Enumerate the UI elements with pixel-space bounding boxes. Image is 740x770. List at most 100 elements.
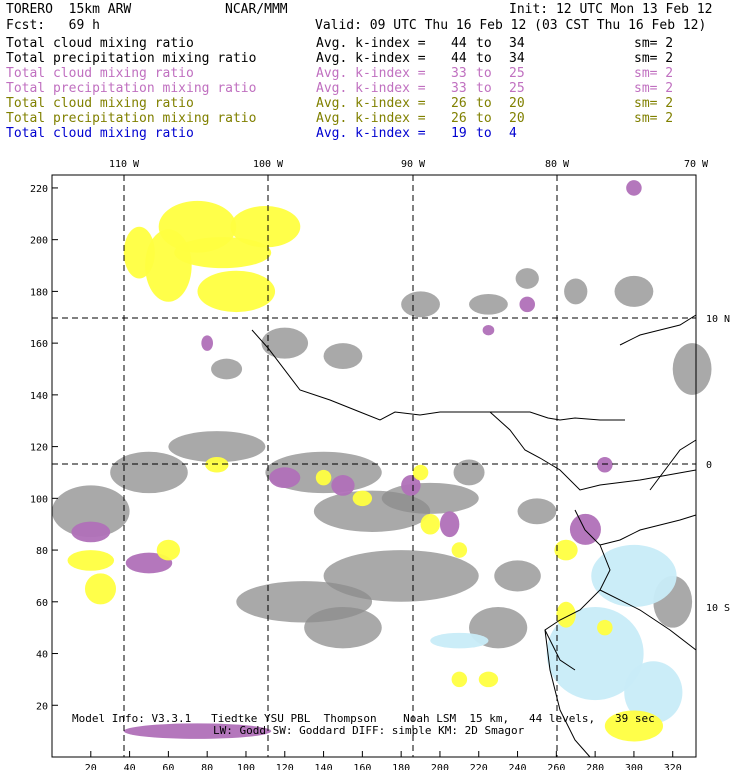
legend-field: Total precipitation mixing ratio bbox=[6, 81, 257, 96]
y-tick-label: 180 bbox=[30, 287, 48, 298]
y-tick-label: 220 bbox=[30, 184, 48, 195]
longitude-label: 100 W bbox=[253, 159, 284, 170]
coastline bbox=[544, 629, 576, 671]
legend-stat: Avg. k-index = bbox=[316, 111, 426, 126]
legend-to: 20 bbox=[509, 96, 525, 111]
y-tick-label: 60 bbox=[36, 598, 48, 609]
latitude-label: 10 S bbox=[706, 603, 730, 614]
legend-field: Total precipitation mixing ratio bbox=[6, 111, 257, 126]
gray-field-area bbox=[515, 268, 539, 289]
yellow-field-area bbox=[597, 619, 613, 636]
yellow-field-area bbox=[556, 601, 576, 628]
gray-field-area bbox=[564, 278, 588, 305]
legend-row: Total cloud mixing ratio Avg. k-index = 33… bbox=[6, 66, 726, 81]
yellow-field-area bbox=[174, 237, 272, 269]
legend-from: 33 bbox=[451, 66, 467, 81]
x-tick-label: 300 bbox=[625, 763, 643, 770]
y-tick-label: 140 bbox=[30, 391, 48, 402]
legend-to: 34 bbox=[509, 36, 525, 51]
legend-from: 26 bbox=[451, 96, 467, 111]
init-time: Init: 12 UTC Mon 13 Feb 12 bbox=[509, 2, 713, 17]
yellow-field-area bbox=[420, 513, 440, 535]
legend-stat: Avg. k-index = bbox=[316, 36, 426, 51]
yellow-field-area bbox=[478, 671, 499, 688]
longitude-labels: 110 W 100 W 90 W 80 W 70 W bbox=[109, 159, 709, 170]
gray-field-area bbox=[494, 560, 541, 592]
gray-field-area bbox=[110, 451, 188, 494]
x-tick-label: 180 bbox=[392, 763, 410, 770]
y-tick-label: 160 bbox=[30, 339, 48, 350]
yellow-field-area bbox=[315, 469, 332, 486]
y-tick-label: 20 bbox=[36, 701, 48, 712]
legend-to-word: to bbox=[476, 81, 492, 96]
gray-field-area bbox=[52, 485, 130, 538]
yellow-field-area bbox=[451, 542, 468, 558]
field-fills bbox=[52, 180, 712, 742]
legend-row: Total cloud mixing ratio Avg. k-index = 19… bbox=[6, 126, 726, 141]
yellow-field-area bbox=[230, 206, 301, 248]
latitude-labels: 10 N 0 10 S bbox=[706, 314, 730, 614]
purple-field-area bbox=[123, 723, 272, 739]
gray-field-area bbox=[211, 358, 243, 380]
valid-time: Valid: 09 UTC Thu 16 Feb 12 (03 CST Thu … bbox=[315, 18, 707, 33]
x-tick-label: 260 bbox=[547, 763, 565, 770]
longitude-label: 70 W bbox=[684, 159, 709, 170]
legend-smoothing: sm= 2 bbox=[634, 81, 674, 96]
x-tick-label: 280 bbox=[586, 763, 604, 770]
gray-field-area bbox=[261, 327, 309, 359]
coastline bbox=[599, 589, 697, 651]
legend-field: Total cloud mixing ratio bbox=[6, 96, 194, 111]
legend-stat: Avg. k-index = bbox=[316, 96, 426, 111]
legend-to: 4 bbox=[509, 126, 517, 141]
yellow-field-area bbox=[451, 671, 468, 688]
forecast-hour: Fcst: 69 h bbox=[6, 18, 100, 33]
y-tick-label: 200 bbox=[30, 236, 48, 247]
gray-field-area bbox=[469, 293, 508, 315]
gray-field-area bbox=[614, 275, 654, 307]
y-axis-ticks: 20 40 60 80 100 120 140 160 180 200 220 bbox=[30, 184, 58, 712]
legend-smoothing: sm= 2 bbox=[634, 66, 674, 81]
x-tick-label: 120 bbox=[276, 763, 294, 770]
legend-to-word: to bbox=[476, 36, 492, 51]
purple-field-area bbox=[201, 335, 213, 351]
x-axis-ticks: 20 40 60 80 100 120 140 160 180 200 220 240 260 280 30… bbox=[85, 751, 682, 770]
purple-field-area bbox=[401, 475, 421, 496]
legend-to-word: to bbox=[476, 126, 492, 141]
x-tick-label: 80 bbox=[201, 763, 213, 770]
legend-to-word: to bbox=[476, 51, 492, 66]
coastline bbox=[544, 509, 611, 758]
legend-smoothing: sm= 2 bbox=[634, 36, 674, 51]
legend-from: 44 bbox=[451, 51, 467, 66]
legend-to: 25 bbox=[509, 81, 525, 96]
x-tick-label: 40 bbox=[124, 763, 136, 770]
x-tick-label: 100 bbox=[237, 763, 255, 770]
gray-field-area bbox=[672, 343, 712, 395]
gray-field-area bbox=[323, 343, 363, 369]
gray-field-area bbox=[304, 606, 382, 649]
y-tick-label: 120 bbox=[30, 443, 48, 454]
legend-field: Total cloud mixing ratio bbox=[6, 126, 194, 141]
legend-row: Total cloud mixing ratio Avg. k-index = 26… bbox=[6, 96, 726, 111]
longitude-label: 110 W bbox=[109, 159, 140, 170]
legend-from: 26 bbox=[451, 111, 467, 126]
yellow-field-area bbox=[412, 464, 429, 481]
purple-field-area bbox=[519, 296, 535, 313]
gray-field-area bbox=[381, 482, 479, 514]
yellow-field-area bbox=[156, 539, 181, 561]
coastline bbox=[649, 439, 697, 491]
gray-field-area bbox=[323, 550, 479, 602]
gray-field-area bbox=[168, 431, 266, 463]
legend-field: Total cloud mixing ratio bbox=[6, 36, 194, 51]
gray-field-area bbox=[517, 498, 557, 525]
coastline bbox=[619, 314, 697, 346]
coastline bbox=[468, 411, 625, 421]
legend-to: 25 bbox=[509, 66, 525, 81]
legend-smoothing: sm= 2 bbox=[634, 96, 674, 111]
x-tick-label: 20 bbox=[85, 763, 97, 770]
lightblue-field-area bbox=[430, 632, 489, 649]
lat-lon-grid bbox=[52, 175, 696, 757]
center-label: NCAR/MMM bbox=[225, 2, 288, 17]
model-info-line1: Model Info: V3.3.1 Tiedtke YSU PBL Thomp… bbox=[72, 712, 655, 725]
gray-field-area bbox=[453, 459, 485, 486]
yellow-field-area bbox=[84, 573, 117, 605]
